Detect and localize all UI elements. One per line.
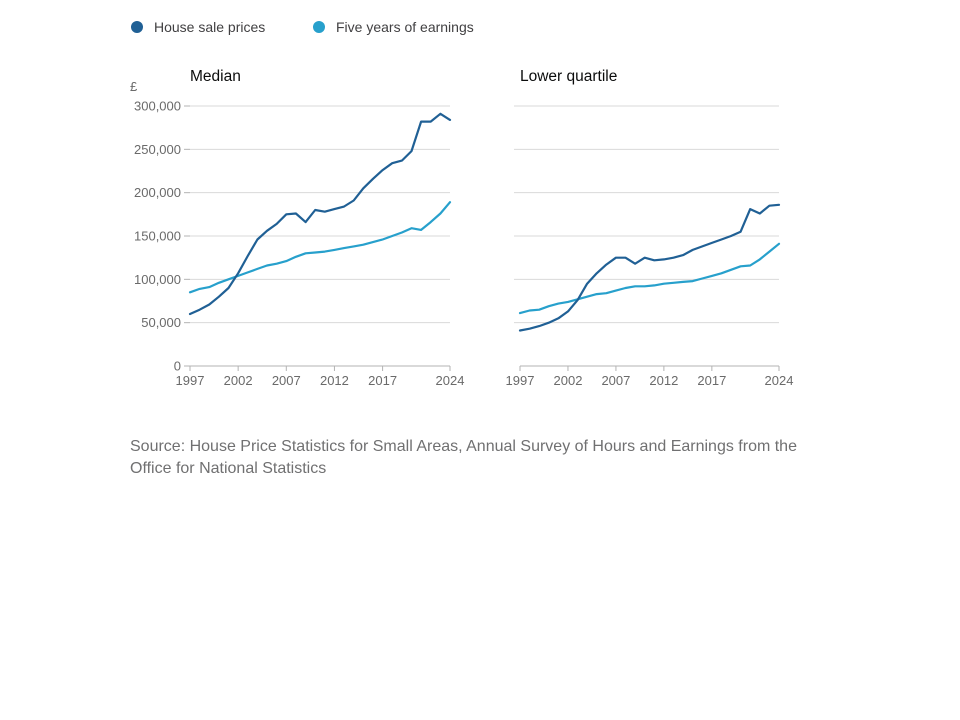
x-tick-label: 1997 (176, 373, 205, 388)
y-tick-label: 50,000 (141, 315, 181, 330)
x-tick-label: 2024 (436, 373, 465, 388)
legend-swatch-house-sale-prices (131, 21, 143, 33)
legend-label-house-sale-prices: House sale prices (154, 19, 265, 35)
source-note: Source: House Price Statistics for Small… (130, 438, 797, 477)
x-tick-label: 2017 (697, 373, 726, 388)
panel-lower-quartile: Lower quartile 1997 2002 2007 2012 2017 2024 (506, 68, 794, 388)
y-tick-label: 250,000 (134, 142, 181, 157)
x-tick-label: 2012 (320, 373, 349, 388)
x-tick-label: 2012 (649, 373, 678, 388)
series-line-five-years-of-earnings (518, 242, 781, 315)
x-tick-label: 1997 (506, 373, 535, 388)
x-tick-label: 2024 (765, 373, 794, 388)
x-tick-label: 2007 (272, 373, 301, 388)
y-unit-label: £ (130, 79, 138, 94)
panel-title: Median (190, 68, 241, 85)
x-tick-label: 2002 (554, 373, 583, 388)
legend-swatch-five-years-of-earnings (313, 21, 325, 33)
legend-label-five-years-of-earnings: Five years of earnings (336, 19, 474, 35)
y-tick-label: 300,000 (134, 99, 181, 114)
series-line-house-sale-prices (188, 112, 452, 316)
y-tick-label: 200,000 (134, 185, 181, 200)
x-tick-label: 2002 (224, 373, 253, 388)
y-tick-label: 0 (174, 359, 181, 374)
legend: House sale prices Five years of earnings (131, 19, 474, 35)
y-tick-label: 150,000 (134, 229, 181, 244)
panel-median: Median £0 50,000 100,000 150,000 200,000 250,0… (130, 68, 464, 388)
x-tick-label: 2007 (601, 373, 630, 388)
series-line-five-years-of-earnings (188, 201, 452, 294)
y-tick-label: 100,000 (134, 272, 181, 287)
panel-title: Lower quartile (520, 68, 617, 85)
series-line-house-sale-prices (518, 203, 781, 332)
x-tick-label: 2017 (368, 373, 397, 388)
